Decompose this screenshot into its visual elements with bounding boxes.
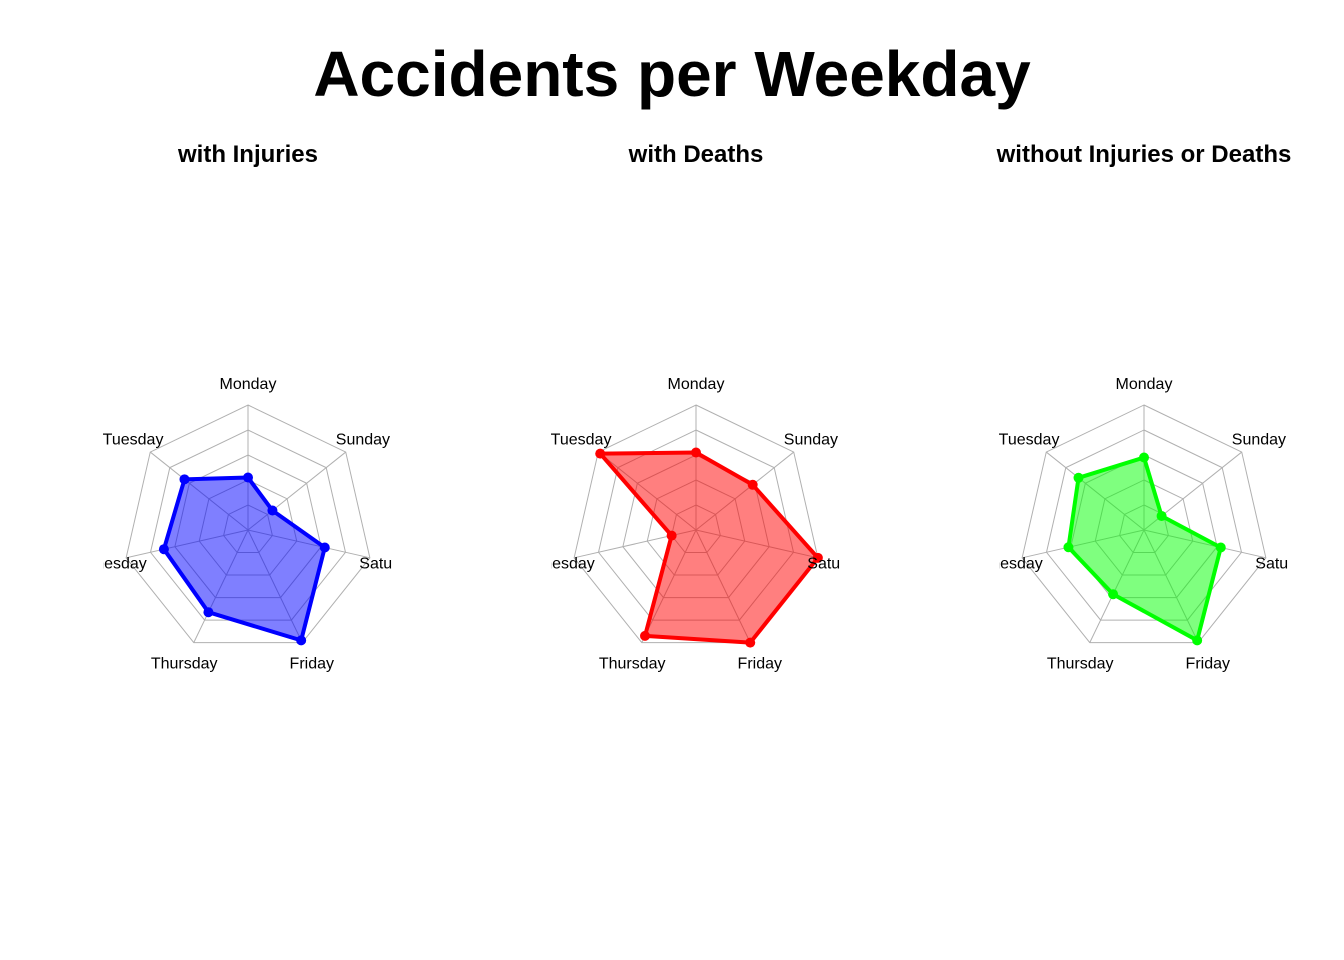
axis-label-sunday: Sunday — [336, 431, 390, 448]
data-point-friday — [1192, 635, 1203, 646]
axis-label-saturday: Saturday — [1255, 556, 1319, 573]
axis-label-monday: Monday — [1116, 376, 1173, 393]
axis-label-friday: Friday — [738, 655, 782, 672]
data-series-area — [1066, 455, 1223, 643]
axis-label-tuesday: Tuesday — [103, 431, 164, 448]
data-point-wednesday — [666, 530, 677, 541]
data-point-monday — [691, 447, 701, 458]
radar-panel-with-injuries: with Injuries Monday Sunday Saturday Friday T… — [63, 141, 423, 672]
axis-label-monday: Monday — [220, 376, 277, 393]
axis-label-sunday: Sunday — [1232, 431, 1286, 448]
axis-label-saturday: Saturday — [807, 556, 871, 573]
axis-label-monday: Monday — [668, 376, 725, 393]
data-point-wednesday — [1063, 542, 1074, 553]
data-point-sunday — [747, 479, 758, 490]
data-series-area — [161, 475, 327, 643]
data-point-tuesday — [595, 448, 606, 459]
data-point-tuesday — [1073, 472, 1084, 483]
axis-label-friday: Friday — [1186, 655, 1230, 672]
axis-label-saturday: Saturday — [359, 556, 423, 573]
data-point-thursday — [640, 630, 651, 641]
data-point-friday — [745, 637, 756, 648]
grid-ring — [1045, 429, 1243, 621]
axis-label-tuesday: Tuesday — [551, 431, 612, 448]
grid-ring — [125, 404, 371, 644]
axis-label-wednesday: Wednesday — [959, 556, 1043, 573]
main-title: Accidents per Weekday — [313, 38, 1031, 110]
grid-ring — [1021, 404, 1267, 644]
data-point-saturday — [812, 552, 823, 563]
axis-label-thursday: Thursday — [599, 655, 666, 672]
axis-label-thursday: Thursday — [151, 655, 218, 672]
radar-panel-with-deaths: with Deaths Monday Sunday Saturday Friday Thu… — [511, 141, 871, 672]
panel-title: with Deaths — [628, 141, 764, 168]
data-point-saturday — [1215, 542, 1226, 553]
grid-ring — [573, 404, 819, 644]
data-point-monday — [243, 472, 253, 483]
data-point-sunday — [1156, 510, 1167, 521]
data-point-tuesday — [179, 474, 190, 485]
radar-panel-without-injuries-or-deaths: without Injuries or Deaths Monday Sunday Sa… — [959, 141, 1319, 672]
data-point-thursday — [1108, 589, 1119, 600]
panel-title: with Injuries — [177, 141, 318, 168]
axis-label-thursday: Thursday — [1047, 655, 1114, 672]
data-point-saturday — [319, 542, 330, 553]
axis-label-sunday: Sunday — [784, 431, 838, 448]
data-point-thursday — [203, 607, 214, 618]
axis-label-wednesday: Wednesday — [511, 556, 595, 573]
axis-label-tuesday: Tuesday — [999, 431, 1060, 448]
panel-title: without Injuries or Deaths — [996, 141, 1292, 168]
data-point-sunday — [267, 505, 278, 516]
axis-label-friday: Friday — [290, 655, 334, 672]
data-point-monday — [1139, 452, 1149, 463]
data-point-friday — [296, 635, 307, 646]
axis-label-wednesday: Wednesday — [63, 556, 147, 573]
data-point-wednesday — [158, 544, 169, 555]
data-series-area — [598, 450, 820, 645]
